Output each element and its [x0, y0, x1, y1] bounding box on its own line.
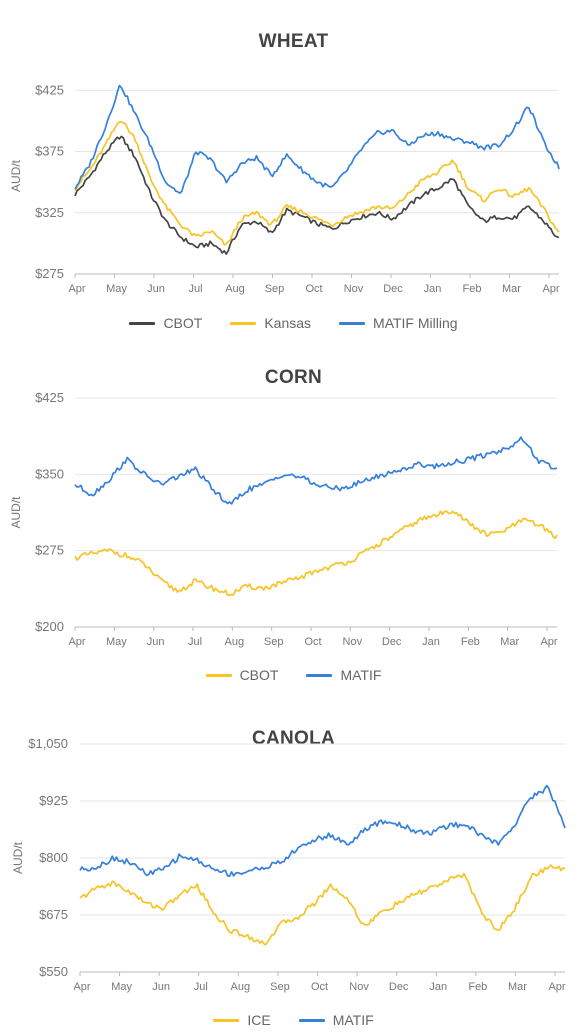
y-tick-label: $425 — [35, 390, 64, 405]
legend-swatch — [205, 673, 232, 677]
x-tick-label: Dec — [383, 283, 403, 295]
x-tick-label: Aug — [225, 636, 245, 648]
x-tick-label: Oct — [311, 981, 328, 993]
x-tick-label: Sep — [265, 283, 285, 295]
y-tick-label: $275 — [35, 543, 64, 558]
x-tick-label: Mar — [500, 636, 519, 648]
legend-item: CBOT — [205, 667, 279, 683]
x-tick-label: Sep — [270, 981, 290, 993]
y-tick-label: $425 — [35, 82, 64, 97]
corn-chart-plot: $200 $275 $350 $425 AUD/t Apr May Jun Jul Aug Sep O… — [9, 390, 558, 648]
x-tick-label: Jun — [147, 636, 165, 648]
y-tick-label: $325 — [35, 205, 64, 220]
y-tick-label: $375 — [35, 144, 64, 159]
x-tick-label: Oct — [304, 636, 321, 648]
series-line-ice — [79, 864, 566, 946]
x-tick-label: May — [106, 283, 127, 295]
x-tick-label: Jan — [422, 636, 440, 648]
chart-title: CORN — [264, 367, 323, 388]
x-tick-label: Feb — [468, 981, 487, 993]
legend-swatch — [213, 1018, 240, 1022]
y-tick-label: $1,050 — [28, 736, 68, 751]
x-tick-label: Oct — [305, 283, 322, 295]
legend-item: Kansas — [230, 315, 311, 331]
legend-swatch — [129, 321, 156, 325]
x-tick-label: Apr — [68, 283, 85, 295]
legend-label: CBOT — [163, 315, 203, 331]
x-tick-label: Jul — [188, 283, 202, 295]
y-tick-label: $800 — [39, 850, 68, 865]
x-tick-label: Apr — [68, 636, 85, 648]
corn-chart-panel: CORN $200 $275 $350 $425 AUD/t Apr May Jun Jul Au… — [0, 367, 587, 683]
series-line-matif — [79, 784, 566, 878]
y-tick-label: $675 — [39, 907, 68, 922]
chart-legend: CBOT MATIF — [0, 667, 587, 683]
x-tick-label: Jan — [424, 283, 442, 295]
y-tick-label: $275 — [35, 266, 64, 281]
x-tick-label: Nov — [349, 981, 369, 993]
y-tick-label: $925 — [39, 793, 68, 808]
x-tick-label: Aug — [225, 283, 245, 295]
legend-label: MATIF — [332, 1012, 374, 1028]
x-tick-label: Jul — [194, 981, 208, 993]
series-line-matif — [74, 436, 558, 505]
x-tick-label: Nov — [343, 636, 363, 648]
x-tick-label: Feb — [461, 636, 480, 648]
chart-title: WHEAT — [258, 31, 329, 52]
x-tick-label: Jan — [429, 981, 447, 993]
x-tick-label: Sep — [264, 636, 284, 648]
series-line-matif-milling — [74, 84, 560, 194]
chart-legend: ICE MATIF — [0, 1012, 587, 1028]
x-tick-label: Mar — [508, 981, 527, 993]
legend-item: MATIF — [306, 667, 381, 683]
x-tick-label: Aug — [231, 981, 251, 993]
y-tick-label: $200 — [35, 619, 64, 634]
x-tick-label: Jul — [188, 636, 202, 648]
x-tick-label: Mar — [502, 283, 521, 295]
x-tick-label: Apr — [542, 283, 559, 295]
legend-label: ICE — [247, 1012, 271, 1028]
legend-item: MATIF — [298, 1012, 374, 1028]
x-tick-label: Apr — [540, 636, 557, 648]
legend-label: MATIF — [340, 667, 382, 683]
x-tick-label: May — [106, 636, 127, 648]
legend-label: CBOT — [239, 667, 279, 683]
legend-item: ICE — [213, 1012, 271, 1028]
x-tick-label: Nov — [344, 283, 364, 295]
legend-swatch — [339, 321, 366, 325]
legend-item: CBOT — [129, 315, 202, 331]
series-line-kansas — [74, 120, 560, 246]
y-axis-label: AUD/t — [9, 159, 23, 192]
x-tick-label: Dec — [389, 981, 409, 993]
wheat-chart-panel: WHEAT $275 $325 $375 $425 AUD/t Apr May Jun Jul A… — [0, 0, 587, 345]
series-line-cbot — [74, 510, 558, 597]
y-tick-label: $550 — [39, 964, 68, 979]
chart-legend: CBOT Kansas MATIF Milling — [0, 315, 587, 331]
x-tick-label: Jun — [152, 981, 170, 993]
legend-swatch — [306, 673, 333, 677]
x-tick-label: Feb — [463, 283, 482, 295]
legend-label: MATIF Milling — [373, 315, 458, 331]
legend-swatch — [230, 321, 257, 325]
legend-item: MATIF Milling — [339, 315, 458, 331]
x-tick-label: Apr — [548, 981, 565, 993]
series-line-cbot — [74, 135, 560, 255]
y-axis-label: AUD/t — [9, 496, 23, 529]
x-tick-label: May — [111, 981, 132, 993]
x-tick-label: Dec — [382, 636, 402, 648]
legend-swatch — [298, 1018, 325, 1022]
x-tick-label: Apr — [73, 981, 90, 993]
legend-label: Kansas — [264, 315, 312, 331]
y-tick-label: $350 — [35, 466, 64, 481]
wheat-chart-plot: $275 $325 $375 $425 AUD/t Apr May Jun Jul Aug Sep O… — [9, 82, 560, 295]
y-axis-label: AUD/t — [11, 841, 25, 874]
x-tick-label: Jun — [147, 283, 165, 295]
